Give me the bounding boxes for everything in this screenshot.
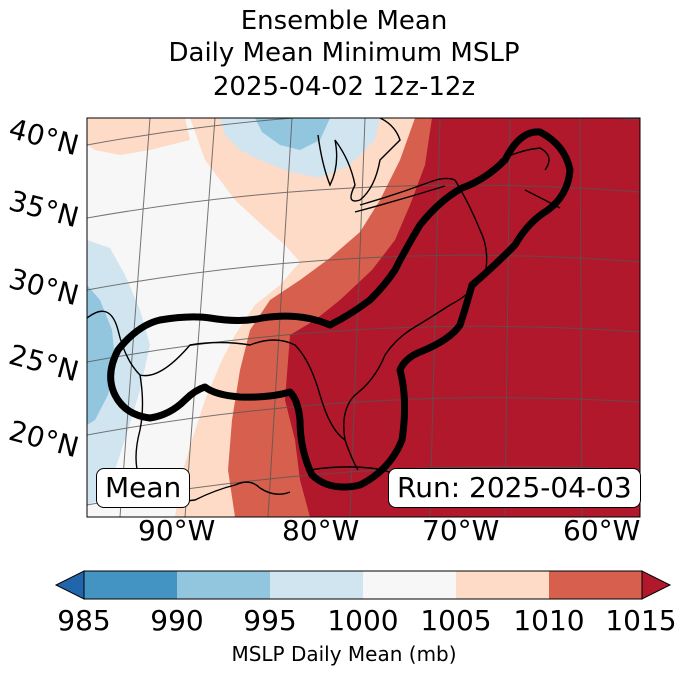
lon-label-90w: 90°W	[138, 514, 216, 547]
colorbar-tick-1005: 1005	[420, 604, 492, 637]
colorbar-tick-995: 995	[243, 604, 297, 637]
pressure-field-995-1000-sw	[87, 240, 150, 505]
colorbar-tick-1010: 1010	[513, 604, 585, 637]
colorbar-segment-995-1000	[270, 571, 363, 599]
pressure-field-990-995	[255, 118, 330, 150]
colorbar-segment-1000-1005	[363, 571, 456, 599]
colorbar-segment-985-990	[84, 571, 177, 599]
colorbar-segment-1005-1010	[456, 571, 549, 599]
title-line-2: Daily Mean Minimum MSLP	[168, 38, 520, 68]
colorbar-segment-990-995	[177, 571, 270, 599]
colorbar-segment-1010-1015	[549, 571, 642, 599]
pressure-field-990-995-sw	[87, 285, 115, 425]
colorbar-label: MSLP Daily Mean (mb)	[231, 642, 457, 666]
colorbar	[54, 570, 672, 600]
lon-label-60w: 60°W	[563, 514, 641, 547]
colorbar-extend-high	[641, 570, 672, 600]
title-line-1: Ensemble Mean	[240, 6, 448, 36]
run-date-box: Run: 2025-04-03	[388, 468, 641, 508]
colorbar-extend-low	[54, 570, 85, 600]
map-frame	[86, 117, 641, 518]
colorbar-tick-990: 990	[150, 604, 204, 637]
pressure-contour	[107, 128, 574, 491]
colorbar-tick-1015: 1015	[605, 604, 677, 637]
title-line-3: 2025-04-02 12z-12z	[212, 72, 476, 102]
lon-label-80w: 80°W	[282, 514, 360, 547]
lon-label-70w: 70°W	[422, 514, 500, 547]
coastlines	[87, 118, 561, 502]
colorbar-tick-1000: 1000	[327, 604, 399, 637]
map-area	[87, 118, 640, 517]
mean-label-box: Mean	[96, 468, 191, 508]
colorbar-tick-985: 985	[57, 604, 111, 637]
